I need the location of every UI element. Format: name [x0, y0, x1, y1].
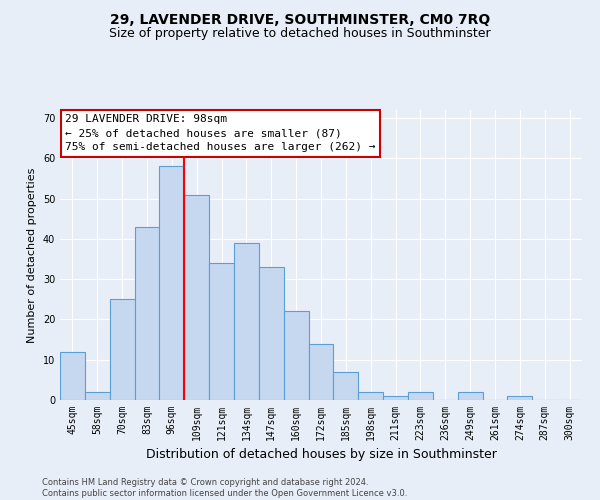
Bar — [358, 392, 383, 400]
Text: Contains HM Land Registry data © Crown copyright and database right 2024.
Contai: Contains HM Land Registry data © Crown c… — [42, 478, 407, 498]
Bar — [209, 263, 234, 400]
Bar — [184, 194, 209, 400]
Bar — [85, 392, 110, 400]
Text: 29, LAVENDER DRIVE, SOUTHMINSTER, CM0 7RQ: 29, LAVENDER DRIVE, SOUTHMINSTER, CM0 7R… — [110, 12, 490, 26]
Text: Size of property relative to detached houses in Southminster: Size of property relative to detached ho… — [109, 28, 491, 40]
Y-axis label: Number of detached properties: Number of detached properties — [27, 168, 37, 342]
Bar — [134, 227, 160, 400]
Bar — [458, 392, 482, 400]
Bar — [284, 312, 308, 400]
Bar — [408, 392, 433, 400]
Bar — [160, 166, 184, 400]
Bar — [259, 267, 284, 400]
Bar — [308, 344, 334, 400]
Bar — [110, 300, 134, 400]
Bar — [383, 396, 408, 400]
X-axis label: Distribution of detached houses by size in Southminster: Distribution of detached houses by size … — [146, 448, 496, 462]
Bar — [60, 352, 85, 400]
Bar — [334, 372, 358, 400]
Text: 29 LAVENDER DRIVE: 98sqm
← 25% of detached houses are smaller (87)
75% of semi-d: 29 LAVENDER DRIVE: 98sqm ← 25% of detach… — [65, 114, 376, 152]
Bar — [234, 243, 259, 400]
Bar — [508, 396, 532, 400]
